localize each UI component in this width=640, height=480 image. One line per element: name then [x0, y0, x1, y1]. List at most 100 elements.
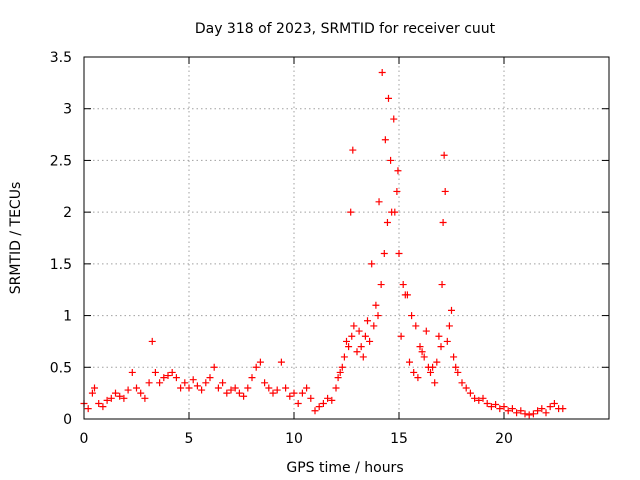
data-point: [496, 405, 504, 413]
data-point: [156, 379, 164, 387]
x-tick-label: 5: [185, 431, 194, 447]
data-point: [437, 343, 445, 351]
data-point: [244, 384, 252, 392]
data-point: [550, 399, 558, 407]
y-tick-label: 2.5: [50, 153, 72, 169]
data-point: [353, 348, 361, 356]
data-point: [347, 208, 355, 216]
data-point: [185, 384, 193, 392]
data-point: [307, 394, 315, 402]
data-point: [395, 250, 403, 258]
x-tick-label: 20: [495, 431, 513, 447]
data-point: [338, 363, 346, 371]
data-point: [441, 187, 449, 195]
data-point: [368, 260, 376, 268]
data-point: [88, 389, 96, 397]
data-point: [227, 386, 235, 394]
data-point: [148, 337, 156, 345]
data-point: [328, 396, 336, 404]
data-point: [145, 379, 153, 387]
data-point: [466, 389, 474, 397]
data-point: [189, 376, 197, 384]
data-point: [397, 332, 405, 340]
data-point: [364, 317, 371, 325]
data-point: [345, 343, 353, 351]
data-point: [378, 69, 386, 77]
plot-frame: [83, 56, 610, 420]
data-point: [223, 389, 231, 397]
data-point: [412, 322, 420, 330]
data-point: [164, 372, 172, 380]
data-point: [219, 379, 227, 387]
data-point: [120, 394, 128, 402]
data-point: [443, 337, 451, 345]
data-point: [206, 374, 214, 382]
data-point: [202, 379, 210, 387]
data-point: [559, 405, 567, 413]
y-tick-label: 1: [63, 309, 72, 325]
data-point: [348, 332, 356, 340]
x-tick-labels: 0 5 10 15 20: [80, 431, 513, 447]
data-point: [440, 151, 448, 159]
data-point: [103, 396, 111, 404]
data-point: [137, 389, 145, 397]
data-point: [361, 332, 369, 340]
data-point: [399, 281, 407, 289]
data-point: [410, 368, 418, 376]
data-point: [265, 384, 273, 392]
y-tick-label: 0.5: [50, 360, 72, 376]
data-point: [422, 327, 430, 335]
data-point: [235, 389, 243, 397]
data-point: [261, 379, 269, 387]
data-point: [529, 410, 537, 418]
data-point: [240, 392, 248, 400]
data-point: [454, 368, 462, 376]
data-point: [151, 368, 159, 376]
data-point: [193, 382, 201, 390]
data-point: [350, 322, 358, 330]
data-point: [290, 389, 298, 397]
axis-ticks: [83, 56, 609, 420]
data-point: [546, 403, 554, 411]
data-point: [128, 368, 136, 376]
data-point: [277, 358, 285, 366]
data-point: [133, 384, 140, 392]
data-point: [433, 358, 441, 366]
data-point: [359, 353, 367, 361]
data-point: [500, 403, 508, 411]
chart-title: Day 318 of 2023, SRMTID for receiver cuu…: [195, 21, 496, 37]
data-point: [315, 403, 323, 411]
data-point: [385, 94, 392, 102]
data-point: [294, 399, 302, 407]
data-point: [416, 343, 424, 351]
y-tick-label: 1.5: [50, 257, 72, 273]
data-point: [248, 374, 256, 382]
data-point: [534, 407, 542, 415]
data-point: [95, 399, 103, 407]
data-point: [439, 218, 447, 226]
x-tick-label: 0: [80, 431, 89, 447]
grid-lines: [84, 57, 609, 419]
data-point: [452, 363, 460, 371]
data-point: [357, 343, 365, 351]
data-point: [521, 410, 529, 418]
data-point: [349, 146, 357, 154]
data-point: [177, 384, 185, 392]
data-point: [141, 394, 149, 402]
data-point: [508, 405, 516, 413]
data-point: [390, 115, 398, 123]
data-point: [542, 409, 550, 417]
data-point: [471, 394, 479, 402]
data-point: [252, 363, 260, 371]
data-point: [538, 405, 546, 413]
data-point: [429, 363, 437, 371]
data-point: [380, 250, 388, 258]
data-point: [340, 353, 348, 361]
y-tick-label: 3: [63, 102, 72, 118]
data-points: [80, 69, 567, 419]
data-point: [420, 353, 428, 361]
data-point: [381, 136, 389, 144]
data-point: [214, 384, 222, 392]
data-point: [269, 389, 277, 397]
